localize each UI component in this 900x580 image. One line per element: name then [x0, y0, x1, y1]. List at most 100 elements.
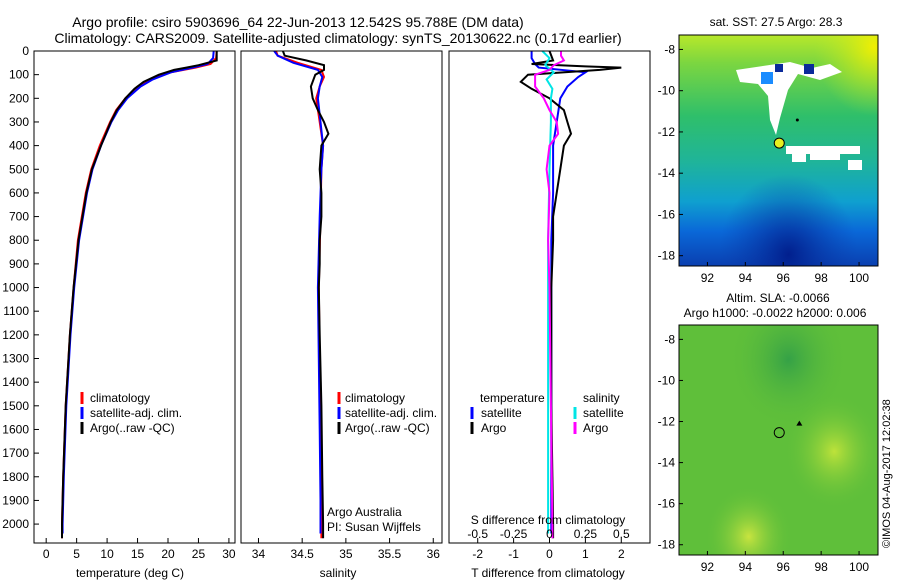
sst-pixel-warm [761, 72, 773, 84]
s-tick-label: 0 [546, 527, 553, 541]
x-tick-label: 34 [252, 547, 266, 561]
x-tick-label: 1 [582, 547, 589, 561]
lat-tick-label: -8 [664, 42, 675, 56]
lon-tick-label: 96 [777, 271, 791, 285]
argo-position-marker [773, 427, 785, 439]
s-difference-ticks: -0.5 -0.25 0 0.25 0.5 [467, 527, 630, 541]
x-tick-label: 35.5 [378, 547, 402, 561]
lon-tick-label: 96 [777, 560, 791, 574]
line-t-argo [519, 50, 622, 539]
y-tick-label: 200 [9, 91, 29, 105]
s-tick-label: 0.5 [613, 527, 630, 541]
y-tick-label: 100 [9, 68, 29, 82]
lon-tick-label: 92 [701, 560, 715, 574]
legend-t-satellite: satellite [481, 406, 522, 420]
salinity-panel: 34 34.5 35 35.5 36 salinity climatology sate… [240, 50, 443, 580]
salinity-legend: climatology satellite-adj. clim. Argo(..… [337, 391, 437, 435]
x-tick-label: 0 [546, 547, 553, 561]
line-t-satellite [530, 51, 589, 534]
y-tick-label: 1600 [2, 422, 29, 436]
lon-tick-label: 94 [739, 560, 753, 574]
x-tick-label: 5 [73, 547, 80, 561]
y-tick-label: 500 [9, 162, 29, 176]
sla-map-frame [678, 324, 879, 556]
sla-high-patch-2 [679, 325, 878, 555]
lon-tick-label: 98 [814, 271, 828, 285]
lon-tick-label: 100 [849, 271, 869, 285]
sst-map: sat. SST: 27.5 Argo: 28.3 92 94 96 98 100 -8… [658, 15, 879, 285]
legend-climatology: climatology [90, 391, 150, 405]
legend-climatology: climatology [345, 391, 405, 405]
pi-label: PI: Susan Wijffels [327, 520, 421, 534]
salinity-lines [273, 50, 330, 539]
y-tick-label: 1500 [2, 399, 29, 413]
t-difference-x-label: T difference from climatology [471, 566, 625, 580]
x-tick-label: 10 [100, 547, 114, 561]
lon-tick-label: 100 [849, 560, 869, 574]
line-satellite [61, 50, 215, 534]
lat-tick-label: -10 [658, 84, 676, 98]
line-s-satellite [541, 50, 556, 534]
x-tick-label: 2 [618, 547, 625, 561]
s-tick-label: -0.25 [500, 527, 528, 541]
legend-argo: Argo(..raw -QC) [90, 421, 175, 435]
legend-header-salinity: salinity [583, 391, 620, 405]
y-tick-label: 900 [9, 257, 29, 271]
pressure-y-ticks: 0 100 200 300 400 500 600 700 800 900 1000 1100 1200… [2, 44, 39, 531]
title-line-1: Argo profile: csiro 5903696_64 22-Jun-20… [72, 14, 523, 30]
y-tick-label: 1200 [2, 328, 29, 342]
lat-tick-label: -8 [664, 332, 675, 346]
sla-lat-ticks: -8 -10 -12 -14 -16 -18 [658, 332, 683, 552]
y-tick-label: 1100 [3, 304, 29, 318]
previous-position-marker [796, 420, 803, 426]
s-tick-label: -0.5 [467, 527, 488, 541]
title-line-2: Climatology: CARS2009. Satellite-adjuste… [54, 30, 621, 46]
y-tick-label: 300 [9, 115, 29, 129]
lat-tick-label: -18 [658, 538, 676, 552]
legend-s-satellite: satellite [583, 406, 624, 420]
sst-map-title: sat. SST: 27.5 Argo: 28.3 [710, 15, 843, 29]
sst-lat-ticks: -8 -10 -12 -14 -16 -18 [658, 42, 683, 263]
y-tick-label: 800 [9, 233, 29, 247]
difference-panel: -2 -1 0 1 2 -0.5 -0.25 0 0.25 0.5 S difference f… [448, 50, 651, 580]
sla-map-title: Altim. SLA: -0.0066 [726, 291, 830, 305]
y-tick-label: 400 [9, 139, 29, 153]
x-tick-label: 30 [222, 547, 236, 561]
line-s-argo [534, 51, 566, 539]
lon-tick-label: 92 [701, 271, 715, 285]
y-tick-label: 1300 [2, 352, 29, 366]
temperature-legend: climatology satellite-adj. clim. Argo(..… [80, 391, 182, 435]
difference-legend: temperature salinity satellite Argo sate… [470, 391, 624, 435]
previous-position-marker [795, 118, 799, 122]
sst-lon-ticks: 92 94 96 98 100 [701, 262, 869, 285]
s-difference-label: S difference from climatology [471, 513, 626, 527]
legend-t-argo: Argo [481, 421, 507, 435]
x-tick-label: 25 [192, 547, 206, 561]
line-satellite [273, 50, 325, 534]
lat-tick-label: -14 [658, 166, 676, 180]
y-tick-label: 0 [22, 44, 29, 58]
temperature-x-label: temperature (deg C) [76, 566, 184, 580]
data-centre-label: Argo Australia [327, 505, 402, 519]
temperature-panel: 0 5 10 15 20 25 30 0 100 200 300 400 500 600 700 800 90… [2, 44, 236, 580]
t-difference-x-ticks: -2 -1 0 1 2 [472, 538, 625, 561]
x-tick-label: 0 [43, 547, 50, 561]
x-tick-label: -2 [472, 547, 483, 561]
legend-s-argo: Argo [583, 421, 609, 435]
sla-lon-ticks: 92 94 96 98 100 [701, 551, 869, 574]
y-tick-label: 1400 [2, 375, 29, 389]
lat-tick-label: -12 [658, 125, 676, 139]
y-tick-label: 2000 [2, 517, 29, 531]
salinity-x-label: salinity [320, 566, 357, 580]
sla-map-subtitle: Argo h1000: -0.0022 h2000: 0.006 [684, 306, 867, 320]
sst-pixel-cold [804, 64, 814, 74]
line-argo [281, 50, 330, 539]
x-tick-label: 36 [427, 547, 441, 561]
lon-tick-label: 94 [739, 271, 753, 285]
x-tick-label: 34.5 [290, 547, 314, 561]
lat-tick-label: -14 [658, 456, 676, 470]
y-tick-label: 1900 [2, 493, 29, 507]
temperature-lines [61, 50, 218, 539]
difference-lines [519, 50, 622, 539]
